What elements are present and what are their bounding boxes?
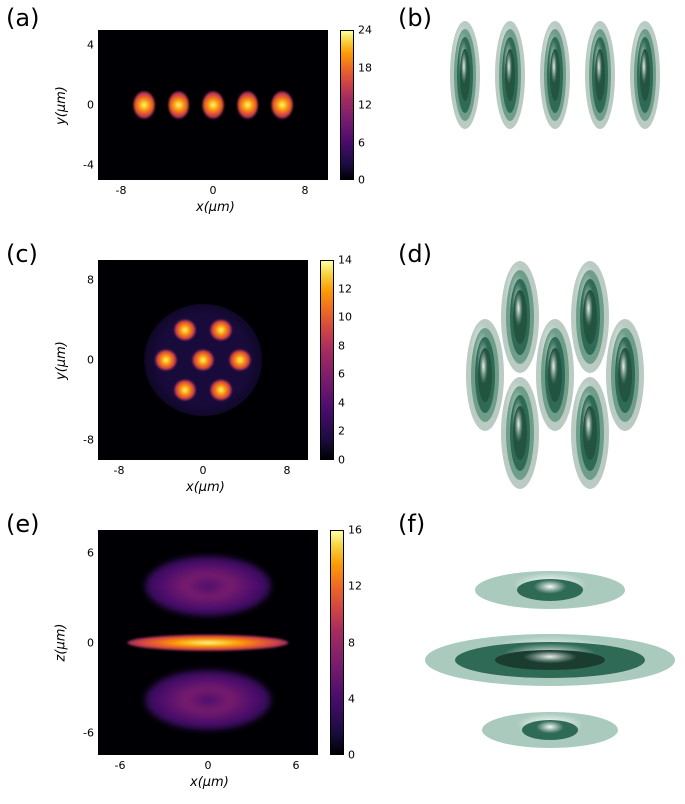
xtick: 6 [293,759,300,772]
cbar-tick: 24 [358,24,372,37]
density-spot [272,92,293,119]
panel-e-ylabel: z(μm) [53,624,68,662]
central-sheet [127,634,288,651]
panel-label-a: (a) [6,4,39,32]
panel-c-ylabel: y(μm) [54,341,69,380]
xtick: -6 [115,759,126,772]
ytick: 0 [76,354,94,367]
ytick: 0 [76,99,94,112]
cbar-tick: 4 [338,396,345,409]
density-spot [229,350,250,370]
panel-b-isosurface [430,20,680,180]
xtick: 0 [205,759,212,772]
cbar-tick: 2 [338,425,345,438]
xtick: 8 [284,464,291,477]
density-spot [134,92,155,119]
density-spot [193,350,214,370]
side-lobe [145,670,271,730]
panel-c-heatmap: 0 2 4 6 8 10 12 14 y(μm) x(μm) -8 0 8 -8 0 8 [40,250,380,500]
panel-label-c: (c) [6,240,38,268]
ytick: 4 [76,39,94,52]
density-spot [211,380,232,400]
ytick: 8 [76,274,94,287]
panel-label-b: (b) [398,4,432,32]
ytick: -4 [76,159,94,172]
xtick: -8 [114,464,125,477]
xtick: 0 [210,184,217,197]
panel-c-xlabel: x(μm) [186,480,225,495]
cbar-tick: 4 [348,692,355,705]
panel-e-xlabel: x(μm) [190,775,229,790]
cbar-tick: 12 [358,99,372,112]
density-spot [156,350,177,370]
cbar-tick: 0 [348,749,355,762]
cbar-tick: 10 [338,311,352,324]
density-spot [237,92,258,119]
panel-f-isosurface [415,530,685,790]
ytick: -6 [76,726,94,739]
panel-e-heatmap: 0 4 8 12 16 z(μm) x(μm) -6 0 6 -6 0 6 [40,520,380,795]
cbar-tick: 16 [348,524,362,537]
panel-label-e: (e) [6,510,40,538]
density-spot [174,320,195,340]
xtick: 8 [302,184,309,197]
cbar-tick: 6 [358,136,365,149]
panel-a-xlabel: x(μm) [196,200,235,215]
panel-a-heatmap: 0 6 12 18 24 y(μm) x(μm) -8 0 8 -4 0 4 [40,20,380,220]
cbar-tick: 0 [358,174,365,187]
cbar-tick: 8 [338,339,345,352]
cbar-tick: 18 [358,61,372,74]
cbar-tick: 12 [348,580,362,593]
density-spot [174,380,195,400]
density-spot [203,92,224,119]
cbar-tick: 14 [338,254,352,267]
side-lobe [145,556,271,616]
density-spot [168,92,189,119]
cbar-tick: 8 [348,636,355,649]
cbar-tick: 12 [338,282,352,295]
ytick: 6 [76,546,94,559]
panel-d-isosurface [430,260,680,490]
ytick: 0 [76,636,94,649]
panel-label-d: (d) [398,240,432,268]
xtick: -8 [116,184,127,197]
xtick: 0 [200,464,207,477]
cbar-tick: 6 [338,368,345,381]
panel-a-ylabel: y(μm) [54,86,69,125]
cbar-tick: 0 [338,454,345,467]
ytick: -8 [76,434,94,447]
density-spot [211,320,232,340]
